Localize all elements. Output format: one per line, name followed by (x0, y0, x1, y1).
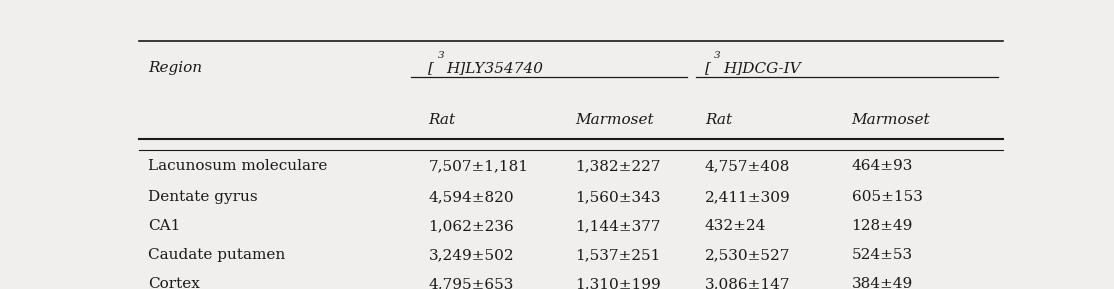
Text: H]LY354740: H]LY354740 (447, 61, 544, 75)
Text: Lacunosum moleculare: Lacunosum moleculare (148, 159, 328, 173)
Text: 2,530±527: 2,530±527 (705, 248, 790, 262)
Text: 4,795±653: 4,795±653 (429, 277, 514, 289)
Text: 7,507±1,181: 7,507±1,181 (429, 159, 528, 173)
Text: Cortex: Cortex (148, 277, 199, 289)
Text: [: [ (429, 61, 434, 75)
Text: 1,560±343: 1,560±343 (575, 190, 661, 204)
Text: 384±49: 384±49 (851, 277, 912, 289)
Text: 3: 3 (438, 51, 444, 60)
Text: 2,411±309: 2,411±309 (705, 190, 791, 204)
Text: 4,757±408: 4,757±408 (705, 159, 790, 173)
Text: 3,086±147: 3,086±147 (705, 277, 790, 289)
Text: 1,537±251: 1,537±251 (575, 248, 661, 262)
Text: 1,144±377: 1,144±377 (575, 219, 661, 234)
Text: Marmoset: Marmoset (851, 113, 930, 127)
Text: Dentate gyrus: Dentate gyrus (148, 190, 257, 204)
Text: 1,382±227: 1,382±227 (575, 159, 661, 173)
Text: Marmoset: Marmoset (575, 113, 654, 127)
Text: Caudate putamen: Caudate putamen (148, 248, 285, 262)
Text: 464±93: 464±93 (851, 159, 912, 173)
Text: 1,310±199: 1,310±199 (575, 277, 661, 289)
Text: Rat: Rat (705, 113, 732, 127)
Text: 128±49: 128±49 (851, 219, 912, 234)
Text: [: [ (705, 61, 711, 75)
Text: 524±53: 524±53 (851, 248, 912, 262)
Text: Region: Region (148, 61, 202, 75)
Text: 3,249±502: 3,249±502 (429, 248, 514, 262)
Text: 605±153: 605±153 (851, 190, 922, 204)
Text: 3: 3 (714, 51, 721, 60)
Text: 432±24: 432±24 (705, 219, 766, 234)
Text: 1,062±236: 1,062±236 (429, 219, 515, 234)
Text: CA1: CA1 (148, 219, 180, 234)
Text: 4,594±820: 4,594±820 (429, 190, 514, 204)
Text: Rat: Rat (429, 113, 456, 127)
Text: H]DCG-IV: H]DCG-IV (723, 61, 801, 75)
